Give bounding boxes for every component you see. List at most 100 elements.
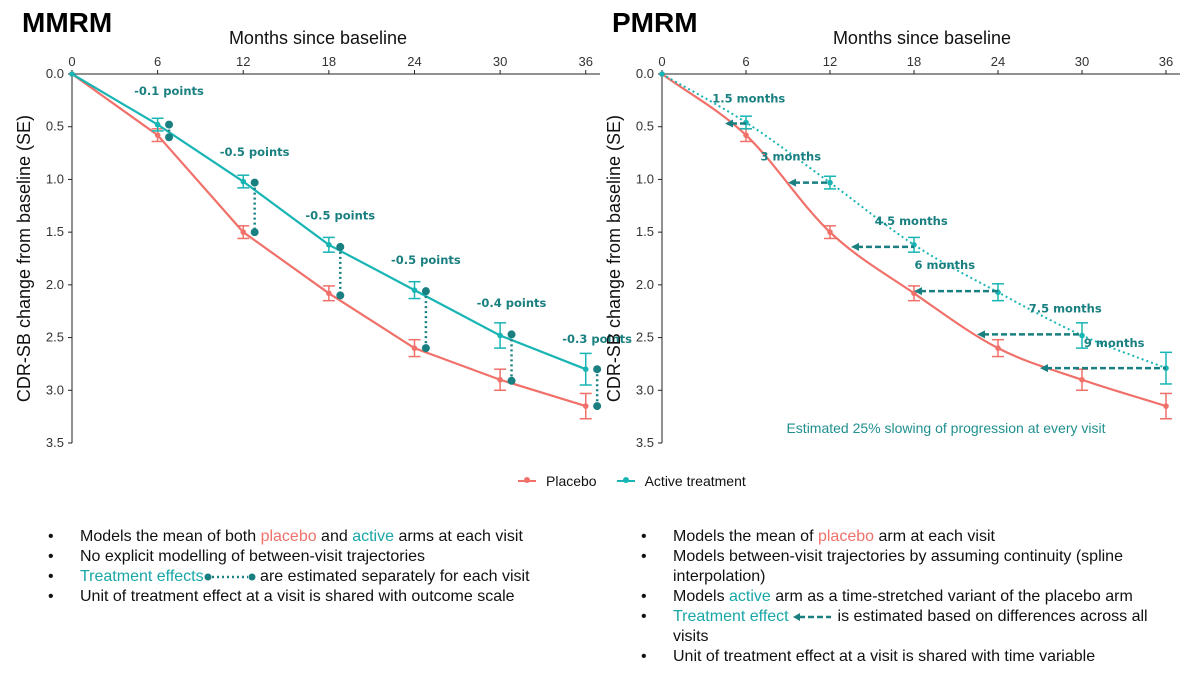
mmrm-bullet-3: Treatment effects are estimated separate…	[40, 567, 600, 587]
pmrm-effect-label: 3 months	[760, 149, 821, 163]
mmrm-active-point	[154, 121, 161, 128]
mmrm-x-tick-label: 30	[493, 54, 507, 69]
text: Models the mean of	[673, 528, 818, 545]
mmrm-y-tick-label: 0.0	[46, 66, 64, 81]
mmrm-effect-label: -0.1 points	[134, 84, 204, 98]
pmrm-y-tick-label: 0.0	[636, 66, 654, 81]
pmrm-bullet-2: Models between-visit trajectories by ass…	[633, 547, 1173, 587]
pmrm-effect-arrow-head	[851, 242, 859, 251]
pmrm-panel: PMRM Months since baseline CDR-SB change f…	[604, 7, 1180, 450]
pmrm-placebo-point	[1163, 403, 1169, 409]
treatment-effects-word: Treatment effects	[80, 568, 204, 585]
mmrm-active-point	[497, 332, 503, 339]
pmrm-effect-label: 7.5 months	[1029, 301, 1102, 315]
mmrm-x-tick-label: 12	[236, 54, 250, 69]
legend-placebo-label: Placebo	[546, 473, 597, 489]
pmrm-bullet-5: Unit of treatment effect at a visit is s…	[633, 647, 1173, 667]
mmrm-placebo-point	[240, 229, 247, 235]
mmrm-active-point	[326, 241, 332, 248]
legend-active-swatch	[616, 477, 635, 483]
pmrm-x-tick-label: 0	[658, 54, 665, 69]
pmrm-x-tick-label: 12	[823, 54, 837, 69]
mmrm-bullet-2: No explicit modelling of between-visit t…	[40, 547, 600, 567]
mmrm-bullet-list: Models the mean of both placebo and acti…	[40, 527, 600, 607]
pmrm-bullet-list: Models the mean of placebo arm at each v…	[633, 527, 1173, 667]
pmrm-title: PMRM	[612, 7, 698, 38]
mmrm-effect-dot-placebo	[507, 376, 516, 385]
pmrm-placebo-point	[743, 132, 749, 138]
text: are estimated separately for each visit	[255, 568, 530, 585]
mmrm-y-axis-title: CDR-SB change from baseline (SE)	[14, 115, 34, 402]
pmrm-effect-arrow-head	[977, 330, 985, 339]
active-word: active	[729, 588, 771, 605]
text: is estimated based on differences across…	[673, 608, 1148, 645]
mmrm-placebo-point	[582, 403, 589, 409]
pmrm-effect-arrow-head	[788, 178, 796, 187]
mmrm-effect-dot-active	[421, 287, 430, 296]
mmrm-placebo-point	[326, 290, 332, 297]
pmrm-x-axis-title: Months since baseline	[833, 28, 1011, 48]
pmrm-y-tick-label: 2.0	[636, 277, 654, 292]
legend: Placebo Active treatment	[518, 473, 760, 489]
mmrm-title: MMRM	[22, 7, 112, 38]
text: Models	[673, 588, 730, 605]
mmrm-panel: MMRM Months since baseline CDR-SB change f…	[14, 7, 632, 450]
pmrm-effect-label: 6 months	[914, 258, 975, 272]
mmrm-effect-dot-placebo	[165, 133, 174, 142]
pmrm-placebo-point	[1079, 376, 1085, 383]
pmrm-y-tick-label: 0.5	[636, 119, 654, 134]
pmrm-effect-label: 9 months	[1084, 336, 1145, 350]
mmrm-y-tick-label: 1.0	[46, 171, 64, 186]
pmrm-placebo-point	[827, 229, 833, 235]
treatment-effect-word: Treatment effect	[673, 608, 789, 625]
text: arms at each visit	[394, 528, 523, 545]
mmrm-bullet-4: Unit of treatment effect at a visit is s…	[40, 587, 600, 607]
mmrm-effect-dot-active	[593, 365, 602, 374]
mmrm-y-tick-label: 2.5	[46, 330, 64, 345]
mmrm-effect-label: -0.3 points	[562, 332, 632, 346]
mmrm-x-tick-label: 6	[154, 54, 161, 69]
pmrm-effect-label: 4.5 months	[875, 214, 948, 228]
mmrm-active-point	[69, 71, 75, 77]
mmrm-y-tick-label: 3.5	[46, 435, 64, 450]
pmrm-y-tick-label: 3.5	[636, 435, 654, 450]
pmrm-placebo-point	[911, 290, 917, 297]
mmrm-y-tick-label: 2.0	[46, 277, 64, 292]
horizontal-effect-arrow-icon	[793, 612, 832, 621]
pmrm-y-tick-label: 1.5	[636, 224, 654, 239]
mmrm-effect-dot-active	[165, 120, 174, 129]
text: and	[316, 528, 353, 545]
pmrm-placebo-point	[995, 345, 1001, 351]
text: Models the mean of both	[80, 528, 261, 545]
pmrm-active-point	[659, 71, 665, 77]
mmrm-effect-dot-placebo	[421, 344, 430, 353]
pmrm-y-tick-label: 2.5	[636, 330, 654, 345]
text: arm at each visit	[874, 528, 995, 545]
pmrm-active-point	[1079, 332, 1085, 339]
mmrm-effect-label: -0.5 points	[391, 253, 461, 267]
mmrm-active-point	[411, 287, 418, 293]
pmrm-x-tick-label: 36	[1159, 54, 1173, 69]
mmrm-active-point	[240, 178, 247, 185]
pmrm-y-axis-title: CDR-SB change from baseline (SE)	[604, 115, 624, 402]
legend-placebo-swatch	[518, 477, 536, 483]
pmrm-active-point	[827, 179, 833, 186]
mmrm-effect-dot-active	[250, 178, 259, 187]
pmrm-x-tick-label: 24	[991, 54, 1005, 69]
mmrm-x-tick-label: 36	[578, 54, 592, 69]
mmrm-effect-label: -0.5 points	[220, 145, 290, 159]
mmrm-y-tick-label: 3.0	[46, 382, 64, 397]
active-word: active	[352, 528, 394, 545]
pmrm-bullet-1: Models the mean of placebo arm at each v…	[633, 527, 1173, 547]
pmrm-x-tick-label: 18	[907, 54, 921, 69]
mmrm-effect-dot-placebo	[250, 228, 259, 237]
pmrm-bullet-3: Models active arm as a time-stretched va…	[633, 587, 1173, 607]
mmrm-effect-dot-active	[507, 330, 516, 339]
legend-active-label: Active treatment	[644, 473, 746, 489]
mmrm-effect-dot-placebo	[336, 291, 345, 300]
pmrm-effect-arrow-head	[914, 287, 922, 296]
mmrm-y-tick-label: 1.5	[46, 224, 64, 239]
mmrm-x-axis-title: Months since baseline	[229, 28, 407, 48]
mmrm-x-tick-label: 24	[407, 54, 421, 69]
